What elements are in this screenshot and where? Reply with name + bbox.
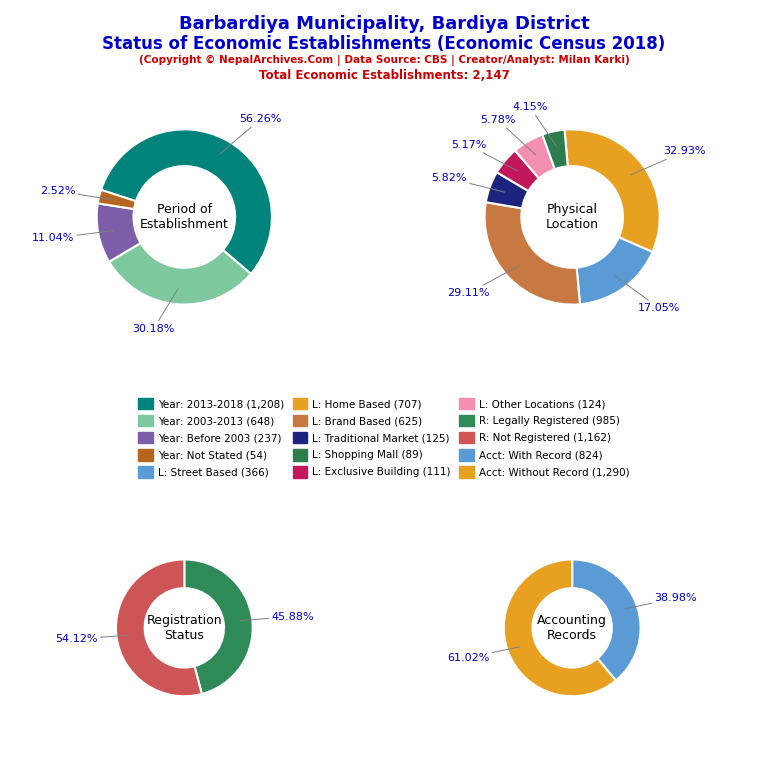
Wedge shape <box>504 559 616 697</box>
Text: Accounting
Records: Accounting Records <box>538 614 607 642</box>
Wedge shape <box>109 243 251 305</box>
Text: 5.17%: 5.17% <box>451 140 517 170</box>
Text: 17.05%: 17.05% <box>614 275 680 313</box>
Text: (Copyright © NepalArchives.Com | Data Source: CBS | Creator/Analyst: Milan Karki: (Copyright © NepalArchives.Com | Data So… <box>139 55 629 66</box>
Wedge shape <box>97 204 141 262</box>
Text: 38.98%: 38.98% <box>625 593 697 609</box>
Text: 54.12%: 54.12% <box>55 634 129 644</box>
Wedge shape <box>572 559 641 680</box>
Wedge shape <box>485 202 580 305</box>
Text: 30.18%: 30.18% <box>132 289 178 333</box>
Wedge shape <box>101 129 272 274</box>
Text: 2.52%: 2.52% <box>40 186 114 200</box>
Text: 4.15%: 4.15% <box>512 102 557 147</box>
Text: 45.88%: 45.88% <box>240 611 314 621</box>
Text: 32.93%: 32.93% <box>631 147 706 175</box>
Wedge shape <box>497 151 539 191</box>
Text: 11.04%: 11.04% <box>31 230 114 243</box>
Text: Status of Economic Establishments (Economic Census 2018): Status of Economic Establishments (Econo… <box>102 35 666 52</box>
Text: Barbardiya Municipality, Bardiya District: Barbardiya Municipality, Bardiya Distric… <box>179 15 589 33</box>
Text: 56.26%: 56.26% <box>220 114 282 154</box>
Text: Period of
Establishment: Period of Establishment <box>140 203 229 231</box>
Wedge shape <box>116 559 202 697</box>
Text: 5.78%: 5.78% <box>480 115 536 155</box>
Legend: Year: 2013-2018 (1,208), Year: 2003-2013 (648), Year: Before 2003 (237), Year: N: Year: 2013-2018 (1,208), Year: 2003-2013… <box>134 394 634 482</box>
Wedge shape <box>542 130 568 169</box>
Text: 5.82%: 5.82% <box>432 174 505 192</box>
Text: Total Economic Establishments: 2,147: Total Economic Establishments: 2,147 <box>259 69 509 82</box>
Text: Registration
Status: Registration Status <box>147 614 222 642</box>
Wedge shape <box>486 172 528 208</box>
Text: 61.02%: 61.02% <box>448 647 519 663</box>
Text: Physical
Location: Physical Location <box>545 203 599 231</box>
Wedge shape <box>98 190 136 209</box>
Wedge shape <box>184 559 253 694</box>
Wedge shape <box>515 134 554 178</box>
Text: 29.11%: 29.11% <box>447 266 519 298</box>
Wedge shape <box>564 129 660 252</box>
Wedge shape <box>577 237 653 304</box>
